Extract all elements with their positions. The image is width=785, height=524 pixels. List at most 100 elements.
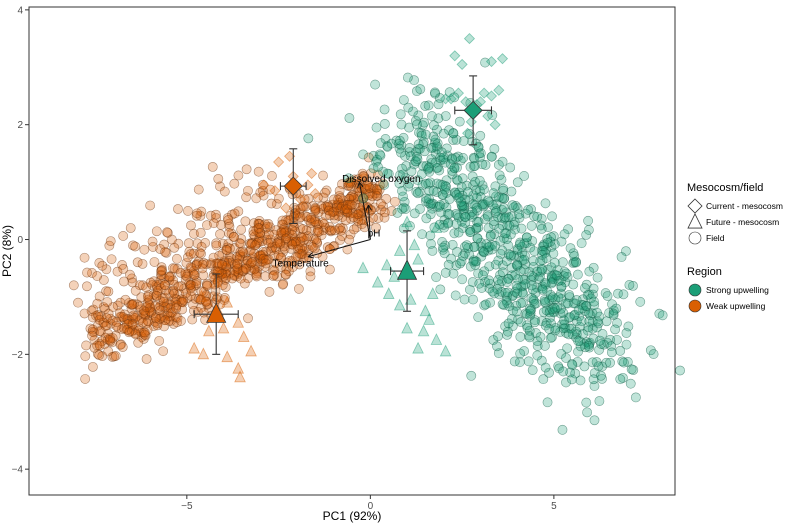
field-point-strong — [507, 200, 518, 211]
x-axis-title: PC1 (92%) — [323, 509, 382, 523]
field-point-weak — [261, 258, 271, 269]
field-point-strong — [443, 259, 454, 270]
field-point-weak — [298, 201, 309, 212]
y-tick-label: −2 — [12, 350, 24, 361]
field-point-weak — [101, 313, 112, 324]
field-point-strong — [454, 116, 465, 127]
mesocosm-point-triangle — [217, 321, 230, 334]
field-point-weak — [305, 266, 316, 277]
field-point-weak — [221, 245, 232, 255]
field-point-strong — [505, 162, 516, 173]
field-point-weak — [118, 263, 129, 274]
field-point-strong — [489, 143, 500, 154]
field-point-weak — [260, 255, 271, 265]
field-point-strong — [431, 272, 442, 283]
field-point-strong — [442, 218, 453, 229]
field-point-weak — [305, 271, 316, 282]
field-point-strong — [503, 318, 514, 329]
field-point-strong — [475, 130, 486, 141]
field-point-strong — [537, 284, 548, 295]
field-point-weak — [251, 193, 262, 204]
field-point-strong — [564, 312, 575, 322]
mesocosm-point-diamond — [456, 58, 468, 70]
field-point-strong — [474, 278, 485, 289]
legend-key-color — [688, 299, 702, 313]
field-point-weak — [197, 259, 208, 270]
mesocosm-point-triangle — [439, 344, 452, 357]
field-point-strong — [448, 128, 459, 139]
field-point-strong — [471, 256, 482, 267]
field-point-strong — [675, 365, 685, 376]
field-point-strong — [461, 240, 472, 251]
vector-label: Dissolved oxygen — [342, 174, 420, 185]
field-point-strong — [581, 397, 592, 408]
field-point-strong — [400, 204, 411, 214]
field-point-strong — [630, 392, 641, 403]
legend-label: Future - mesocosm — [706, 217, 779, 227]
field-point-weak — [173, 204, 183, 214]
field-point-weak — [119, 323, 129, 334]
field-point-strong — [503, 249, 514, 260]
field-point-strong — [497, 156, 508, 167]
field-point-strong — [572, 269, 583, 280]
field-point-strong — [483, 223, 494, 233]
field-point-weak — [87, 361, 98, 372]
field-point-strong — [462, 187, 473, 197]
field-point-strong — [626, 364, 637, 375]
field-point-weak — [94, 258, 105, 268]
field-point-weak — [114, 308, 125, 318]
field-point-weak — [265, 184, 276, 195]
field-point-strong — [497, 192, 508, 203]
legend-key-diamond — [687, 198, 703, 214]
field-point-strong — [593, 361, 604, 372]
field-point-weak — [164, 271, 174, 282]
field-point-strong — [379, 118, 390, 129]
field-point-weak — [87, 268, 97, 278]
field-point-weak — [187, 314, 198, 325]
field-point-strong — [473, 312, 484, 323]
field-point-weak — [103, 286, 114, 297]
field-point-strong — [562, 343, 573, 354]
mesocosm-point-diamond — [489, 119, 501, 131]
field-point-weak — [87, 330, 97, 341]
field-point-weak — [115, 297, 126, 308]
field-point-strong — [457, 173, 468, 184]
field-point-weak — [293, 244, 303, 255]
field-point-strong — [536, 223, 547, 234]
field-point-weak — [151, 226, 162, 237]
field-point-weak — [150, 313, 161, 324]
field-point-weak — [127, 299, 138, 310]
field-point-weak — [310, 203, 321, 213]
field-point-strong — [515, 317, 526, 327]
field-point-strong — [440, 111, 451, 121]
field-point-strong — [567, 374, 577, 385]
field-point-strong — [610, 324, 621, 335]
field-point-weak — [216, 219, 226, 230]
field-point-strong — [396, 119, 407, 130]
field-point-weak — [142, 291, 153, 302]
field-point-strong — [607, 299, 617, 310]
field-point-weak — [156, 269, 167, 280]
mesocosm-point-diamond — [273, 156, 285, 168]
field-point-weak — [82, 281, 92, 292]
field-point-weak — [111, 321, 122, 331]
field-point-weak — [111, 317, 122, 327]
field-point-strong — [480, 299, 491, 310]
field-point-weak — [130, 241, 141, 252]
field-point-weak — [197, 263, 208, 274]
field-point-weak — [235, 273, 246, 284]
field-point-weak — [156, 262, 167, 273]
field-point-weak — [219, 186, 230, 197]
field-point-strong — [547, 211, 557, 222]
field-point-weak — [160, 247, 171, 257]
field-point-weak — [293, 283, 304, 294]
field-point-strong — [532, 211, 543, 222]
field-point-strong — [519, 254, 530, 265]
field-point-strong — [525, 305, 536, 316]
field-point-weak — [139, 327, 150, 338]
field-point-weak — [329, 225, 340, 236]
field-point-strong — [386, 138, 397, 149]
field-point-weak — [198, 307, 209, 318]
field-point-weak — [253, 166, 264, 177]
field-point-weak — [79, 308, 90, 319]
